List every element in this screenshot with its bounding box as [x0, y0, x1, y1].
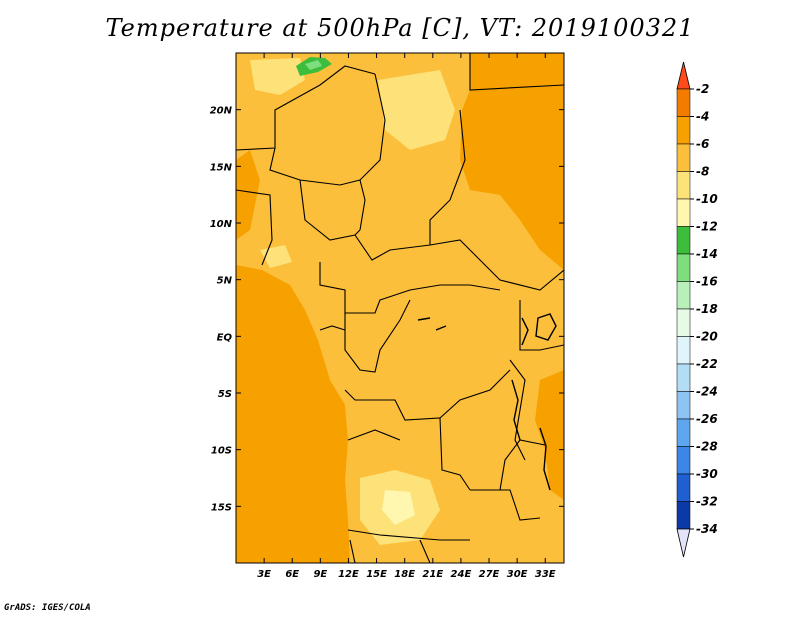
lon-tick-label: 24E: [451, 569, 472, 580]
colorbar-swatch: [676, 88, 691, 117]
field-westafrica-warm: [236, 150, 260, 240]
colorbar-label: -6: [696, 137, 709, 151]
latitude-axis: 20N 15N 10N 5N EQ 5S 10S 15S: [210, 106, 564, 513]
colorbar-swatch: [676, 363, 691, 392]
lat-tick-label: EQ: [217, 332, 233, 343]
colorbar-label: -16: [696, 275, 718, 289]
lat-tick-label: 5S: [218, 389, 232, 400]
colorbar: -2 -4 -6 -8 -10 -12 -14 -16 -18 -20 -22 -24 -26 -28 -3…: [676, 61, 718, 558]
colorbar-label: -24: [696, 385, 718, 399]
colorbar-label: -2: [696, 82, 709, 96]
colorbar-label: -8: [696, 165, 709, 179]
colorbar-swatch: [676, 446, 691, 475]
colorbar-label: -14: [696, 247, 718, 261]
temperature-field: [236, 53, 564, 563]
colorbar-label: -10: [696, 192, 718, 206]
field-northeast-warm: [460, 53, 564, 270]
lon-tick-label: 9E: [313, 569, 327, 580]
colorbar-top-arrow: [676, 61, 691, 90]
field-green-patch-inner: [305, 60, 322, 70]
colorbar-label: -34: [696, 522, 718, 536]
lon-tick-label: 12E: [338, 569, 359, 580]
colorbar-swatch: [676, 143, 691, 172]
colorbar-label: -22: [696, 357, 718, 371]
colorbar-swatch: [676, 281, 691, 310]
colorbar-swatch: [676, 418, 691, 447]
lakes: [417, 313, 557, 491]
colorbar-label: -28: [696, 440, 718, 454]
lon-tick-label: 3E: [257, 569, 271, 580]
map-frame: [235, 52, 565, 564]
lat-tick-label: 20N: [210, 106, 233, 117]
field-angola-coolest: [382, 490, 415, 525]
country-borders: [236, 53, 564, 563]
lon-tick-label: 21E: [422, 569, 443, 580]
colorbar-swatch: [676, 226, 691, 255]
lon-tick-label: 15E: [366, 569, 387, 580]
colorbar-swatch: [676, 336, 691, 365]
map-title: Temperature at 500hPa [C], VT: 201910032…: [105, 14, 695, 42]
lon-tick-label: 30E: [507, 569, 528, 580]
colorbar-label: -26: [696, 412, 718, 426]
lat-tick-label: 15N: [210, 162, 233, 173]
lon-tick-label: 18E: [394, 569, 415, 580]
lat-tick-label: 5N: [217, 276, 233, 287]
colorbar-bottom-arrow: [676, 528, 691, 558]
field-west-warm: [236, 265, 350, 563]
lat-tick-label: 15S: [211, 502, 232, 513]
colorbar-label: -18: [696, 302, 718, 316]
colorbar-swatch: [676, 473, 691, 502]
lon-tick-label: 27E: [479, 569, 500, 580]
colorbar-label: -32: [696, 495, 718, 509]
colorbar-swatch: [676, 198, 691, 227]
field-east-warm: [535, 370, 564, 500]
credit-text: GrADS: IGES/COLA: [4, 603, 91, 613]
colorbar-label: -4: [696, 110, 709, 124]
colorbar-label: -12: [696, 220, 718, 234]
field-sahara-cool: [378, 70, 455, 150]
lat-tick-label: 10N: [210, 219, 233, 230]
colorbar-swatch: [676, 501, 691, 530]
colorbar-swatch: [676, 391, 691, 420]
colorbar-swatch: [676, 171, 691, 200]
field-north-cool: [250, 58, 305, 95]
colorbar-label: -30: [696, 467, 718, 481]
colorbar-swatch: [676, 116, 691, 145]
lon-tick-label: 6E: [285, 569, 299, 580]
colorbar-label: -20: [696, 330, 718, 344]
longitude-axis: 3E 6E 9E 12E 15E 18E 21E 24E 27E 30E 33E: [257, 53, 556, 580]
lon-tick-label: 33E: [535, 569, 556, 580]
lat-tick-label: 10S: [211, 446, 232, 457]
colorbar-swatch: [676, 308, 691, 337]
colorbar-swatch: [676, 253, 691, 282]
